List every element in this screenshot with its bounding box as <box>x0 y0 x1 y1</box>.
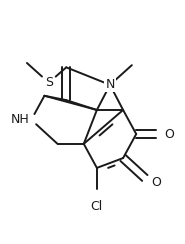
Text: O: O <box>165 128 174 141</box>
Text: N: N <box>105 78 115 91</box>
Text: Cl: Cl <box>91 200 103 213</box>
Text: O: O <box>152 176 161 189</box>
Text: S: S <box>45 76 53 89</box>
Text: NH: NH <box>10 113 29 126</box>
